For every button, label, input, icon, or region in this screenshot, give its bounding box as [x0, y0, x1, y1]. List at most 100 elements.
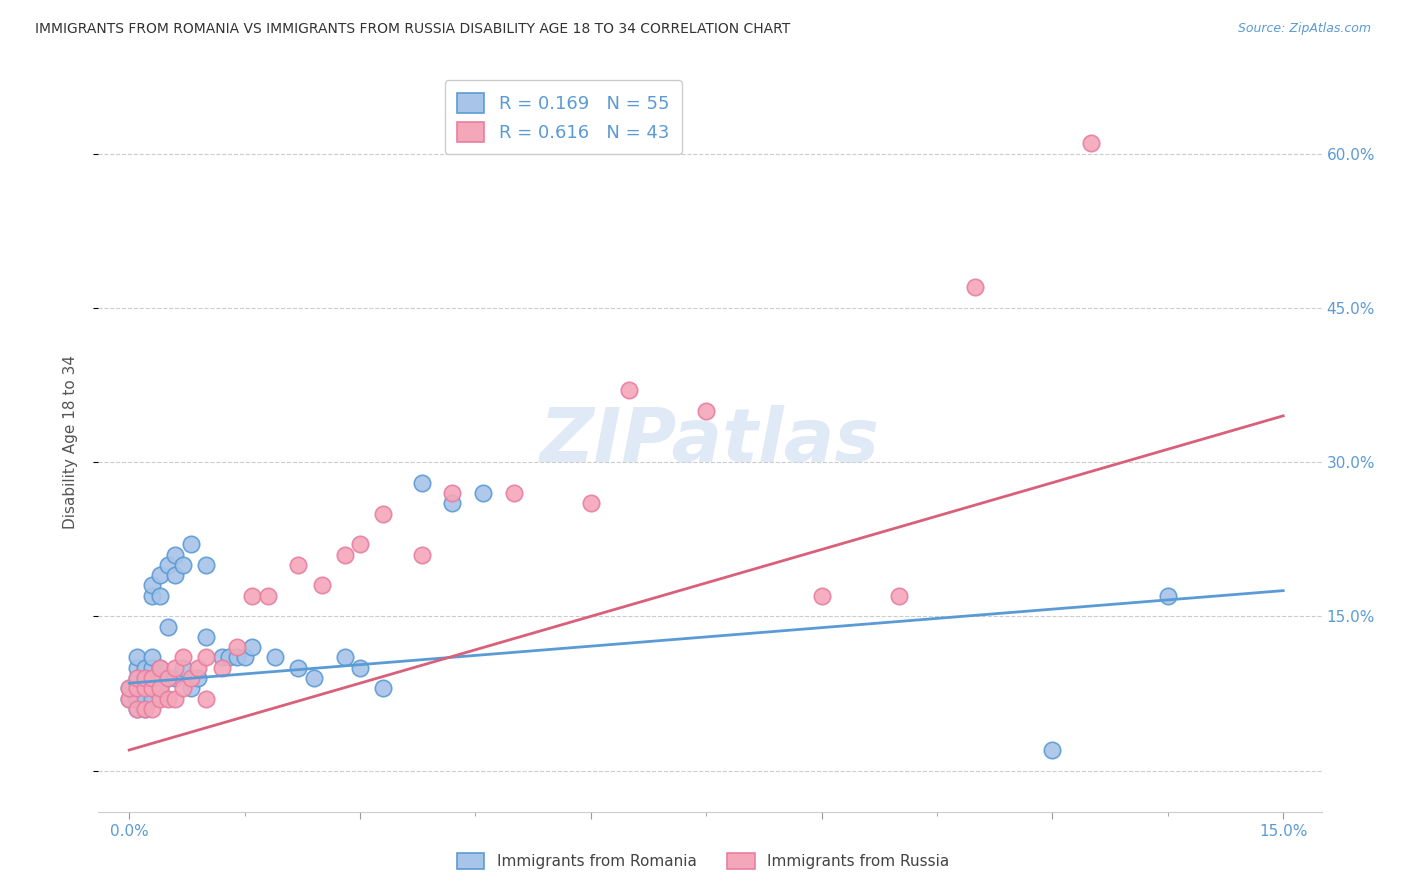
Point — [125, 681, 148, 696]
Point — [218, 650, 240, 665]
Point — [172, 681, 194, 696]
Point — [411, 475, 433, 490]
Legend: Immigrants from Romania, Immigrants from Russia: Immigrants from Romania, Immigrants from… — [451, 847, 955, 875]
Point — [211, 650, 233, 665]
Point — [125, 681, 148, 696]
Point — [118, 681, 141, 696]
Point — [311, 578, 333, 592]
Point — [165, 691, 187, 706]
Point — [156, 691, 179, 706]
Point — [125, 702, 148, 716]
Point — [141, 671, 163, 685]
Y-axis label: Disability Age 18 to 34: Disability Age 18 to 34 — [63, 354, 77, 529]
Point — [156, 671, 179, 685]
Point — [141, 702, 163, 716]
Point — [149, 661, 172, 675]
Point — [125, 691, 148, 706]
Point — [149, 661, 172, 675]
Point — [180, 681, 202, 696]
Point — [134, 681, 156, 696]
Point — [149, 681, 172, 696]
Point — [134, 691, 156, 706]
Point — [1080, 136, 1102, 151]
Point — [256, 589, 278, 603]
Point — [141, 661, 163, 675]
Point — [195, 558, 218, 572]
Point — [180, 537, 202, 551]
Point — [141, 589, 163, 603]
Point — [165, 661, 187, 675]
Point — [118, 691, 141, 706]
Point — [472, 486, 495, 500]
Point — [125, 650, 148, 665]
Point — [125, 702, 148, 716]
Point — [141, 671, 163, 685]
Point — [225, 640, 247, 655]
Point — [134, 702, 156, 716]
Point — [165, 548, 187, 562]
Point — [240, 589, 263, 603]
Point — [195, 650, 218, 665]
Point — [887, 589, 910, 603]
Point — [619, 383, 641, 397]
Point — [149, 681, 172, 696]
Point — [195, 630, 218, 644]
Point — [125, 671, 148, 685]
Point — [141, 681, 163, 696]
Point — [1040, 743, 1063, 757]
Point — [156, 671, 179, 685]
Point — [333, 548, 356, 562]
Point — [1157, 589, 1180, 603]
Point — [134, 691, 156, 706]
Point — [187, 671, 209, 685]
Point — [349, 537, 371, 551]
Point — [134, 702, 156, 716]
Point — [134, 671, 156, 685]
Point — [125, 671, 148, 685]
Point — [118, 681, 141, 696]
Point — [225, 650, 247, 665]
Text: IMMIGRANTS FROM ROMANIA VS IMMIGRANTS FROM RUSSIA DISABILITY AGE 18 TO 34 CORREL: IMMIGRANTS FROM ROMANIA VS IMMIGRANTS FR… — [35, 22, 790, 37]
Point — [149, 691, 172, 706]
Point — [287, 661, 309, 675]
Point — [125, 691, 148, 706]
Point — [240, 640, 263, 655]
Point — [287, 558, 309, 572]
Point — [441, 486, 464, 500]
Point — [180, 671, 202, 685]
Point — [141, 578, 163, 592]
Text: ZIPatlas: ZIPatlas — [540, 405, 880, 478]
Point — [172, 650, 194, 665]
Point — [187, 661, 209, 675]
Point — [371, 681, 394, 696]
Point — [156, 620, 179, 634]
Point — [125, 661, 148, 675]
Point — [233, 650, 256, 665]
Point — [211, 661, 233, 675]
Point — [371, 507, 394, 521]
Point — [156, 558, 179, 572]
Point — [149, 568, 172, 582]
Point — [141, 681, 163, 696]
Point — [172, 558, 194, 572]
Point — [579, 496, 602, 510]
Point — [302, 671, 325, 685]
Text: Source: ZipAtlas.com: Source: ZipAtlas.com — [1237, 22, 1371, 36]
Point — [141, 691, 163, 706]
Point — [695, 403, 717, 417]
Point — [134, 681, 156, 696]
Legend: R = 0.169   N = 55, R = 0.616   N = 43: R = 0.169 N = 55, R = 0.616 N = 43 — [444, 80, 682, 154]
Point — [441, 496, 464, 510]
Point — [118, 691, 141, 706]
Point — [333, 650, 356, 665]
Point — [349, 661, 371, 675]
Point — [149, 589, 172, 603]
Point — [134, 671, 156, 685]
Point — [411, 548, 433, 562]
Point — [810, 589, 832, 603]
Point — [165, 671, 187, 685]
Point — [502, 486, 524, 500]
Point — [134, 661, 156, 675]
Point — [264, 650, 287, 665]
Point — [195, 691, 218, 706]
